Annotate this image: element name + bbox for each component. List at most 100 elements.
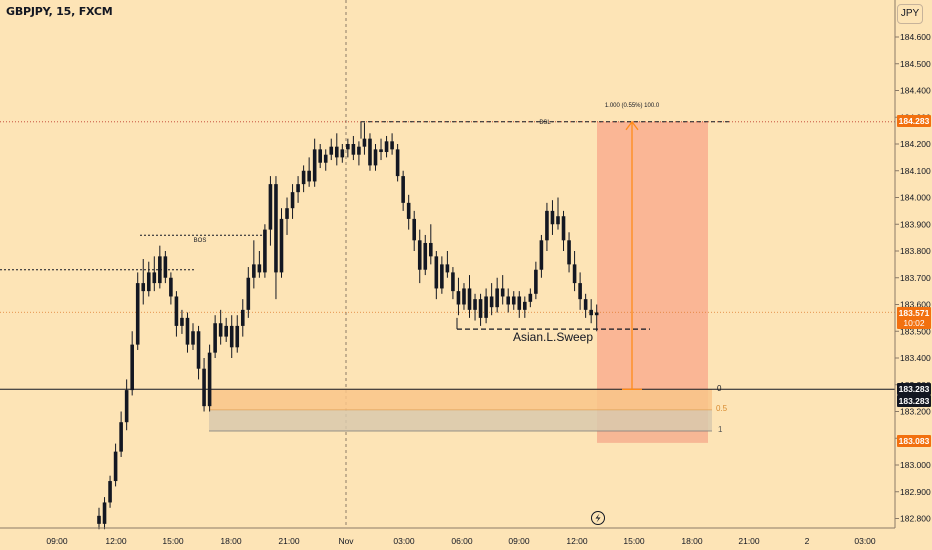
fib-zone-upper xyxy=(209,389,712,410)
candle-body xyxy=(158,256,162,284)
candle-body xyxy=(196,331,201,369)
candle-body xyxy=(323,154,328,163)
candle-body xyxy=(578,283,582,300)
candle-body xyxy=(218,323,223,337)
price-tag xyxy=(897,115,931,127)
candle-body xyxy=(163,256,168,278)
time-tick-label: 09:00 xyxy=(508,536,530,546)
candle-body xyxy=(169,277,173,297)
candle-body xyxy=(224,325,228,337)
currency-button[interactable]: JPY xyxy=(897,4,923,24)
candle-body xyxy=(456,291,461,305)
bos-label: BOS xyxy=(194,238,207,244)
drawings-layer: 1.000 (0.55%) 100.0 BSL BOS Asian.L.Swee… xyxy=(0,103,895,443)
candle-body xyxy=(417,240,422,270)
candle-body xyxy=(489,296,494,308)
candle-body xyxy=(550,210,555,225)
candle-body xyxy=(141,283,146,292)
candle-body xyxy=(351,144,356,155)
candle-body xyxy=(340,149,345,158)
candle-body xyxy=(545,210,549,241)
price-tag-countdown: 10:02 xyxy=(903,318,925,328)
candle-body xyxy=(119,422,123,452)
candle-body xyxy=(368,138,372,166)
candle-body xyxy=(108,481,112,503)
price-tick-label: 183.000 xyxy=(900,460,931,470)
price-tick-label: 184.200 xyxy=(900,139,931,149)
candle-body xyxy=(556,216,560,225)
price-tick-label: 183.600 xyxy=(900,300,931,310)
fib-zone-lower xyxy=(209,409,712,432)
candle-body xyxy=(390,141,394,150)
candle-body xyxy=(478,299,483,318)
fib-level-05-label: 0.5 xyxy=(716,404,728,413)
candle-body xyxy=(357,146,361,155)
candle-body xyxy=(572,264,577,284)
price-tag xyxy=(897,435,931,447)
candle-body xyxy=(301,170,306,185)
candle-body xyxy=(395,149,400,177)
candle-body xyxy=(511,296,516,305)
price-tick-label: 184.500 xyxy=(900,59,931,69)
candle-body xyxy=(213,323,217,353)
candle-body xyxy=(500,288,505,297)
symbol-title: GBPJPY, 15, FXCM xyxy=(6,5,113,18)
time-tick-label: 18:00 xyxy=(220,536,242,546)
candle-body xyxy=(594,312,599,316)
candle-body xyxy=(373,149,378,166)
candle-body xyxy=(462,288,466,305)
price-tick-label: 183.700 xyxy=(900,273,931,283)
price-tag-value: 183.283 xyxy=(899,384,930,394)
candle-body xyxy=(246,277,251,310)
measure-arrow-head xyxy=(625,120,639,131)
candle-body xyxy=(102,502,107,524)
candle-body xyxy=(240,309,245,326)
fib-level-1-label: 1 xyxy=(718,425,723,434)
candle-body xyxy=(434,256,439,289)
candle-body xyxy=(451,272,455,292)
candle-body xyxy=(406,202,411,219)
bsl-label: BSL xyxy=(539,120,551,126)
price-axis-bg xyxy=(895,0,932,550)
price-tag xyxy=(897,395,931,407)
candle-body xyxy=(440,264,444,289)
candle-body xyxy=(312,149,317,182)
candle-body xyxy=(401,176,405,203)
candle-body xyxy=(423,242,428,270)
candle-body xyxy=(528,293,533,302)
time-tick-label: 09:00 xyxy=(46,536,68,546)
price-tick-label: 183.200 xyxy=(900,407,931,417)
candle-body xyxy=(174,296,179,326)
candle-body xyxy=(589,309,593,316)
candle-body xyxy=(467,288,472,310)
candle-body xyxy=(384,141,389,153)
price-tick-label: 182.800 xyxy=(900,514,931,524)
candle-body xyxy=(152,272,157,284)
candle-body xyxy=(362,138,367,147)
candle-body xyxy=(135,283,140,345)
candles-layer xyxy=(97,122,599,530)
time-tick-label: 21:00 xyxy=(278,536,300,546)
price-tick-label: 184.100 xyxy=(900,166,931,176)
candle-body xyxy=(523,301,527,310)
candle-body xyxy=(185,317,190,345)
lightning-icon-glyph xyxy=(595,513,601,523)
measure-label: 1.000 (0.55%) 100.0 xyxy=(605,103,660,109)
candle-body xyxy=(329,146,334,155)
candle-body xyxy=(290,192,295,209)
price-tag xyxy=(897,383,931,395)
candle-body xyxy=(346,144,350,150)
candle-body xyxy=(235,325,240,348)
candle-body xyxy=(285,208,289,219)
candle-body xyxy=(473,299,477,310)
candle-body xyxy=(146,272,151,292)
time-tick-label: 03:00 xyxy=(393,536,415,546)
candle-body xyxy=(534,269,538,294)
time-tick-label: 2 xyxy=(805,536,810,546)
price-tag-value: 184.283 xyxy=(899,116,930,126)
candle-body xyxy=(263,229,267,273)
price-tag xyxy=(897,307,931,329)
